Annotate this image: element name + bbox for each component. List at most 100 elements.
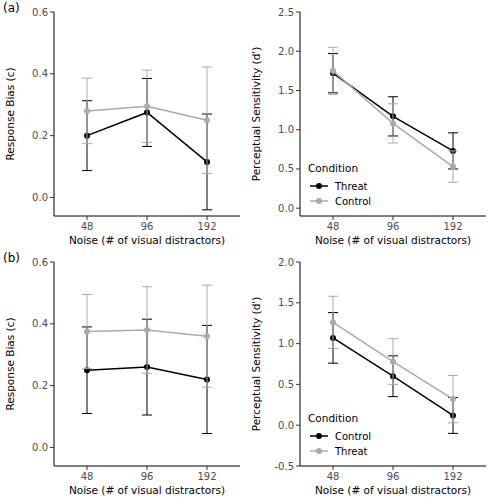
- y-tick-label: 0.0: [32, 192, 48, 203]
- series-line: [333, 73, 453, 151]
- y-tick-label: 0.5: [278, 379, 294, 390]
- figure: (a) 0.0 0.2 0.4 0.6 48 96 192 Noise (# of visual…: [0, 0, 492, 500]
- y-axis-label: Perceptual Sensitivity (d'): [250, 297, 262, 432]
- x-tick: [87, 216, 88, 220]
- error-bar: [142, 287, 152, 374]
- x-tick: [333, 466, 334, 470]
- y-axis-label: Response Bias (c): [4, 67, 16, 160]
- x-tick-label: 192: [443, 221, 462, 232]
- error-cap: [82, 368, 92, 369]
- y-tick-label: 0.4: [32, 68, 48, 79]
- x-axis-label: Noise (# of visual distractors): [315, 234, 471, 246]
- error-cap: [202, 209, 212, 210]
- error-cap: [142, 373, 152, 374]
- error-cap: [448, 375, 458, 376]
- error-bar: [328, 296, 338, 348]
- error-cap: [388, 96, 398, 97]
- error-cap: [388, 103, 398, 104]
- legend-label: Control: [335, 196, 371, 207]
- y-tick-label: 0.2: [32, 130, 48, 141]
- x-tick: [393, 216, 394, 220]
- y-axis-label: Perceptual Sensitivity (d'): [250, 47, 262, 182]
- x-tick-label: 96: [141, 221, 154, 232]
- error-cap: [448, 132, 458, 133]
- y-tick: [50, 197, 54, 198]
- legend-marker: [316, 448, 322, 454]
- y-tick-label: 0.0: [278, 420, 294, 431]
- y-axis-label: Response Bias (c): [4, 317, 16, 410]
- error-cap: [388, 338, 398, 339]
- chart: (a)0.00.20.40.64896192Noise (# of visual…: [3, 1, 240, 246]
- error-cap: [82, 294, 92, 295]
- y-tick-label: 2.5: [278, 7, 294, 18]
- y-tick-label: 1.5: [278, 85, 294, 96]
- legend-title: Condition: [308, 412, 358, 424]
- y-tick: [296, 425, 300, 426]
- y-tick-label: 1.0: [278, 124, 294, 135]
- y-tick: [296, 129, 300, 130]
- error-cap: [82, 413, 92, 414]
- error-bar: [388, 339, 398, 385]
- error-bar: [82, 294, 92, 368]
- error-cap: [82, 78, 92, 79]
- x-tick: [147, 466, 148, 470]
- x-tick: [453, 216, 454, 220]
- chart: (b)0.00.20.40.64896192Noise (# of visual…: [3, 251, 240, 496]
- y-tick: [50, 262, 54, 263]
- x-tick: [207, 216, 208, 220]
- error-cap: [448, 433, 458, 434]
- y-tick-label: 0.0: [278, 203, 294, 214]
- legend: Condition Control Threat: [308, 412, 371, 457]
- x-tick: [393, 466, 394, 470]
- y-tick-label: 0.4: [32, 318, 48, 329]
- error-cap: [328, 94, 338, 95]
- point: [204, 333, 210, 339]
- x-axis-label: Noise (# of visual distractors): [69, 484, 225, 496]
- legend-marker: [316, 183, 322, 189]
- y-tick: [296, 302, 300, 303]
- y-tick: [296, 466, 300, 467]
- point: [144, 103, 150, 109]
- error-cap: [142, 415, 152, 416]
- point: [144, 327, 150, 333]
- panel-label: (b): [3, 251, 20, 265]
- x-tick: [147, 216, 148, 220]
- series-line: [333, 322, 453, 399]
- y-tick: [296, 208, 300, 209]
- point: [84, 108, 90, 114]
- legend-title: Condition: [308, 162, 358, 174]
- y-tick-label: 0.5: [278, 163, 294, 174]
- plot-area: [82, 285, 212, 433]
- x-axis-label: Noise (# of visual distractors): [69, 234, 225, 246]
- x-tick: [453, 466, 454, 470]
- y-axis-line: [54, 12, 55, 216]
- y-tick: [50, 73, 54, 74]
- error-bar: [142, 70, 152, 142]
- error-cap: [388, 384, 398, 385]
- y-tick-label: 1.0: [278, 338, 294, 349]
- x-tick-label: 48: [327, 221, 340, 232]
- error-bar: [202, 67, 212, 173]
- point: [330, 68, 336, 74]
- error-cap: [202, 67, 212, 68]
- legend-marker: [316, 433, 322, 439]
- x-tick-label: 192: [197, 471, 216, 482]
- x-tick-label: 96: [387, 471, 400, 482]
- error-cap: [328, 296, 338, 297]
- y-tick-label: 0.2: [32, 380, 48, 391]
- error-cap: [448, 150, 458, 151]
- legend-label: Control: [335, 431, 371, 442]
- y-tick-label: 2.0: [278, 257, 294, 268]
- error-bar: [328, 47, 338, 94]
- legend-label: Threat: [334, 446, 368, 457]
- chart: 0.00.51.01.52.02.54896192Noise (# of vis…: [250, 7, 486, 247]
- error-cap: [328, 47, 338, 48]
- panel-label: (a): [3, 1, 20, 15]
- error-cap: [142, 146, 152, 147]
- x-axis-label: Noise (# of visual distractors): [315, 484, 471, 496]
- y-tick: [296, 343, 300, 344]
- y-tick-label: 0.6: [32, 7, 48, 18]
- x-tick-label: 96: [141, 471, 154, 482]
- point: [450, 164, 456, 170]
- error-cap: [82, 170, 92, 171]
